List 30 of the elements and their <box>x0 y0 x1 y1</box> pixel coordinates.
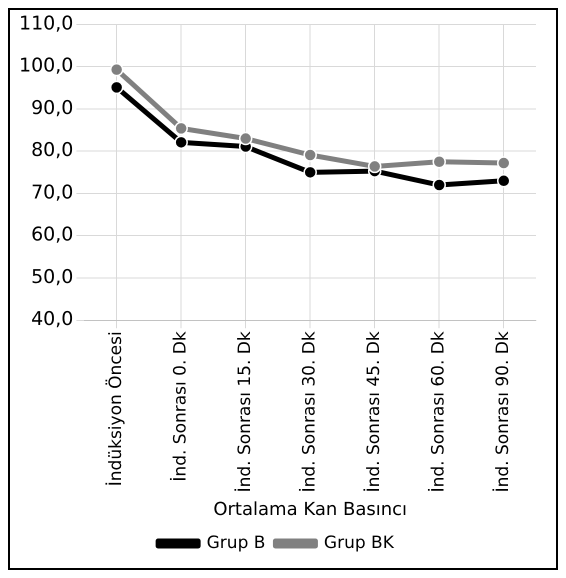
point <box>238 132 252 146</box>
y-tick-label: 40,0 <box>31 308 74 330</box>
y-tick-label: 60,0 <box>31 224 74 246</box>
x-axis-title: Ortalama Kan Basıncı <box>213 498 408 520</box>
x-tick-label: İndüksiyon Öncesi <box>105 331 126 486</box>
point <box>303 148 317 162</box>
y-tick-label: 70,0 <box>31 181 74 204</box>
point <box>496 174 510 188</box>
x-tick-label: İnd. Sonrası 60. Dk <box>428 331 449 492</box>
y-tick-label: 50,0 <box>31 266 74 288</box>
point <box>496 156 510 170</box>
x-tick-label: İnd. Sonrası 15. Dk <box>234 331 256 492</box>
y-tick-label: 90,0 <box>31 96 74 119</box>
point <box>110 62 124 76</box>
legend-label: Grup B <box>206 532 266 553</box>
point <box>368 160 382 174</box>
x-tick-label: İnd. Sonrası 90. Dk <box>492 331 514 492</box>
point <box>432 178 446 192</box>
point <box>174 136 188 150</box>
y-tick-label: 80,0 <box>31 139 74 162</box>
y-tick-label: 110,0 <box>18 12 74 34</box>
point <box>174 122 188 136</box>
y-tick-label: 100,0 <box>18 54 74 77</box>
x-tick-label: İnd. Sonrası 45. Dk <box>363 331 384 492</box>
point <box>432 155 446 169</box>
x-tick-label: İnd. Sonrası 30. Dk <box>298 331 320 492</box>
x-tick-label: İnd. Sonrası 0. Dk <box>170 331 191 482</box>
point <box>110 80 124 94</box>
point <box>303 166 317 180</box>
legend-label: Grup BK <box>324 532 395 553</box>
